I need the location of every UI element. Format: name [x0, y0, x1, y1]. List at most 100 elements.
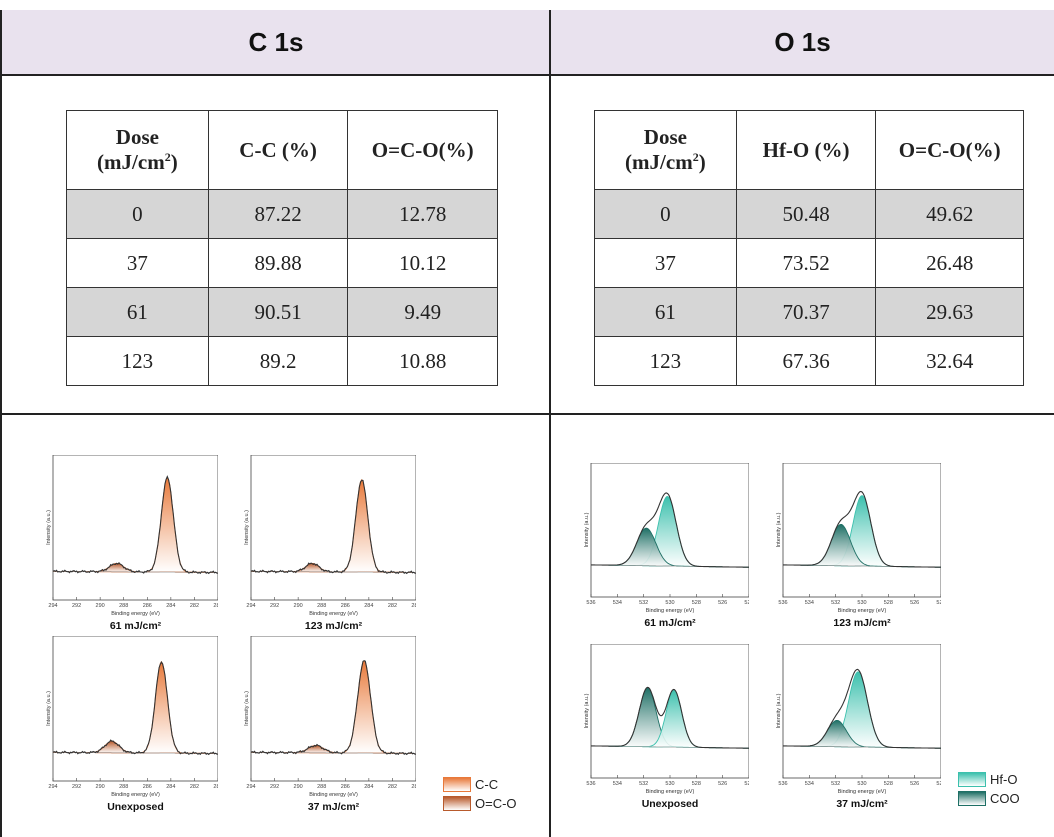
legend-item: C-C — [443, 775, 517, 794]
legend-item: O=C-O — [443, 794, 517, 813]
plot-caption: 123 mJ/cm² — [304, 620, 363, 632]
xps-plot: 536 534 532 530 528 526 524 Binding energy (eV)… — [775, 463, 941, 617]
xps-plot-svg: 536 534 532 530 528 526 524 Binding energy (eV)… — [776, 463, 941, 614]
x-tick-label: 280 — [213, 603, 218, 609]
x-tick-label: 292 — [72, 603, 81, 609]
x-tick-label: 532 — [831, 600, 840, 606]
legend-label: Hf-O — [990, 772, 1018, 787]
table-cell: 89.88 — [207, 238, 349, 288]
row-divider — [0, 413, 1054, 415]
x-axis-label: Binding energy (eV) — [111, 611, 160, 617]
table-header-row: Dose (mJ/cm2) C-C (%) O=C-O(%) — [66, 110, 498, 190]
plot-frame — [52, 455, 218, 601]
table-cell: 90.51 — [207, 287, 349, 337]
legend-item: COO — [958, 789, 1020, 808]
table-cell: 123 — [594, 336, 737, 386]
x-axis-label: Binding energy (eV) — [309, 792, 358, 798]
component-peak-hf-o — [591, 689, 749, 749]
c1s-table: Dose (mJ/cm2) C-C (%) O=C-O(%) 0 87.22 12.7… — [66, 110, 498, 386]
table-cell: 0 — [66, 189, 209, 239]
x-tick-label: 286 — [341, 784, 350, 790]
x-tick-label: 282 — [388, 784, 397, 790]
xps-plot: 294 292 290 288 286 284 282 280 Binding energy (… — [45, 455, 218, 620]
legend-swatch — [958, 772, 986, 787]
x-tick-label: 530 — [857, 600, 866, 606]
envelope-line — [783, 668, 941, 749]
table-cell: 37 — [66, 238, 209, 288]
xps-plot-svg: 536 534 532 530 528 526 524 Binding energy (eV)… — [776, 644, 941, 795]
x-tick-label: 294 — [48, 784, 57, 790]
x-tick-label: 290 — [96, 603, 105, 609]
table-cell: 29.63 — [875, 287, 1024, 337]
table-cell: 9.49 — [347, 287, 498, 337]
plot-caption: Unexposed — [107, 801, 164, 813]
table-cell: 26.48 — [875, 238, 1024, 288]
component-peak-hf-o — [783, 495, 941, 568]
x-tick-label: 524 — [936, 781, 941, 787]
legend-label: COO — [990, 791, 1020, 806]
x-axis-label: Binding energy (eV) — [646, 608, 695, 614]
x-tick-label: 524 — [744, 600, 749, 606]
x-tick-label: 530 — [665, 781, 674, 787]
x-tick-label: 294 — [246, 603, 255, 609]
plot-frame — [250, 636, 416, 782]
plot-caption: 123 mJ/cm² — [833, 617, 891, 629]
xps-plot: 294 292 290 288 286 284 282 280 Binding energy (… — [243, 636, 416, 801]
table-header-cc: C-C (%) — [207, 110, 349, 190]
x-tick-label: 284 — [166, 784, 175, 790]
x-tick-label: 284 — [364, 603, 373, 609]
x-tick-label: 524 — [744, 781, 749, 787]
x-tick-label: 288 — [119, 784, 128, 790]
x-tick-label: 286 — [143, 603, 152, 609]
table-cell: 50.48 — [735, 189, 877, 239]
y-axis-label: Intensity (a.u.) — [244, 691, 250, 726]
table-row: 0 50.48 49.62 — [594, 189, 1024, 239]
table-header-dose: Dose (mJ/cm2) — [66, 110, 209, 190]
plot-caption: 37 mJ/cm² — [836, 798, 888, 810]
x-tick-label: 532 — [831, 781, 840, 787]
x-tick-label: 536 — [586, 781, 595, 787]
legend-swatch — [958, 791, 986, 806]
x-tick-label: 530 — [857, 781, 866, 787]
x-tick-label: 536 — [778, 600, 787, 606]
header-c1s-label: C 1s — [248, 26, 304, 57]
header-o1s-label: O 1s — [774, 26, 831, 57]
x-tick-label: 526 — [718, 781, 727, 787]
x-tick-label: 534 — [805, 781, 814, 787]
plot-caption: 61 mJ/cm² — [644, 617, 696, 629]
x-tick-label: 284 — [166, 603, 175, 609]
envelope-line — [591, 686, 749, 749]
component-peak-c-c — [251, 478, 416, 573]
plot-caption: 37 mJ/cm² — [307, 801, 360, 813]
x-tick-label: 288 — [317, 603, 326, 609]
table-header-hfo: Hf-O (%) — [735, 110, 877, 190]
envelope-line — [250, 660, 416, 756]
y-axis-label: Intensity (a.u.) — [46, 691, 52, 726]
x-tick-label: 286 — [143, 784, 152, 790]
table-cell: 10.12 — [347, 238, 498, 288]
x-tick-label: 290 — [294, 784, 303, 790]
plot-caption: 61 mJ/cm² — [109, 620, 162, 632]
table-cell: 0 — [594, 189, 737, 239]
x-tick-label: 530 — [665, 600, 674, 606]
x-tick-label: 534 — [805, 600, 814, 606]
table-row: 37 89.88 10.12 — [66, 238, 498, 288]
xps-plot-svg: 294 292 290 288 286 284 282 280 Binding energy (… — [46, 455, 218, 617]
table-cell: 87.22 — [207, 189, 349, 239]
x-tick-label: 280 — [411, 784, 416, 790]
y-axis-label: Intensity (a.u.) — [776, 693, 782, 728]
table-cell: 67.36 — [735, 336, 877, 386]
x-axis-label: Binding energy (eV) — [309, 611, 358, 617]
x-tick-label: 288 — [317, 784, 326, 790]
x-axis-label: Binding energy (eV) — [111, 792, 160, 798]
table-cell: 32.64 — [875, 336, 1024, 386]
x-tick-label: 534 — [613, 781, 622, 787]
table-header-row: Dose (mJ/cm2) Hf-O (%) O=C-O(%) — [594, 110, 1024, 190]
xps-plot-svg: 294 292 290 288 286 284 282 280 Binding energy (… — [244, 455, 416, 617]
x-tick-label: 280 — [213, 784, 218, 790]
component-peak-c-c — [251, 659, 416, 754]
envelope-line — [52, 661, 218, 756]
x-tick-label: 528 — [692, 600, 701, 606]
x-tick-label: 292 — [270, 603, 279, 609]
y-axis-label: Intensity (a.u.) — [244, 510, 250, 545]
